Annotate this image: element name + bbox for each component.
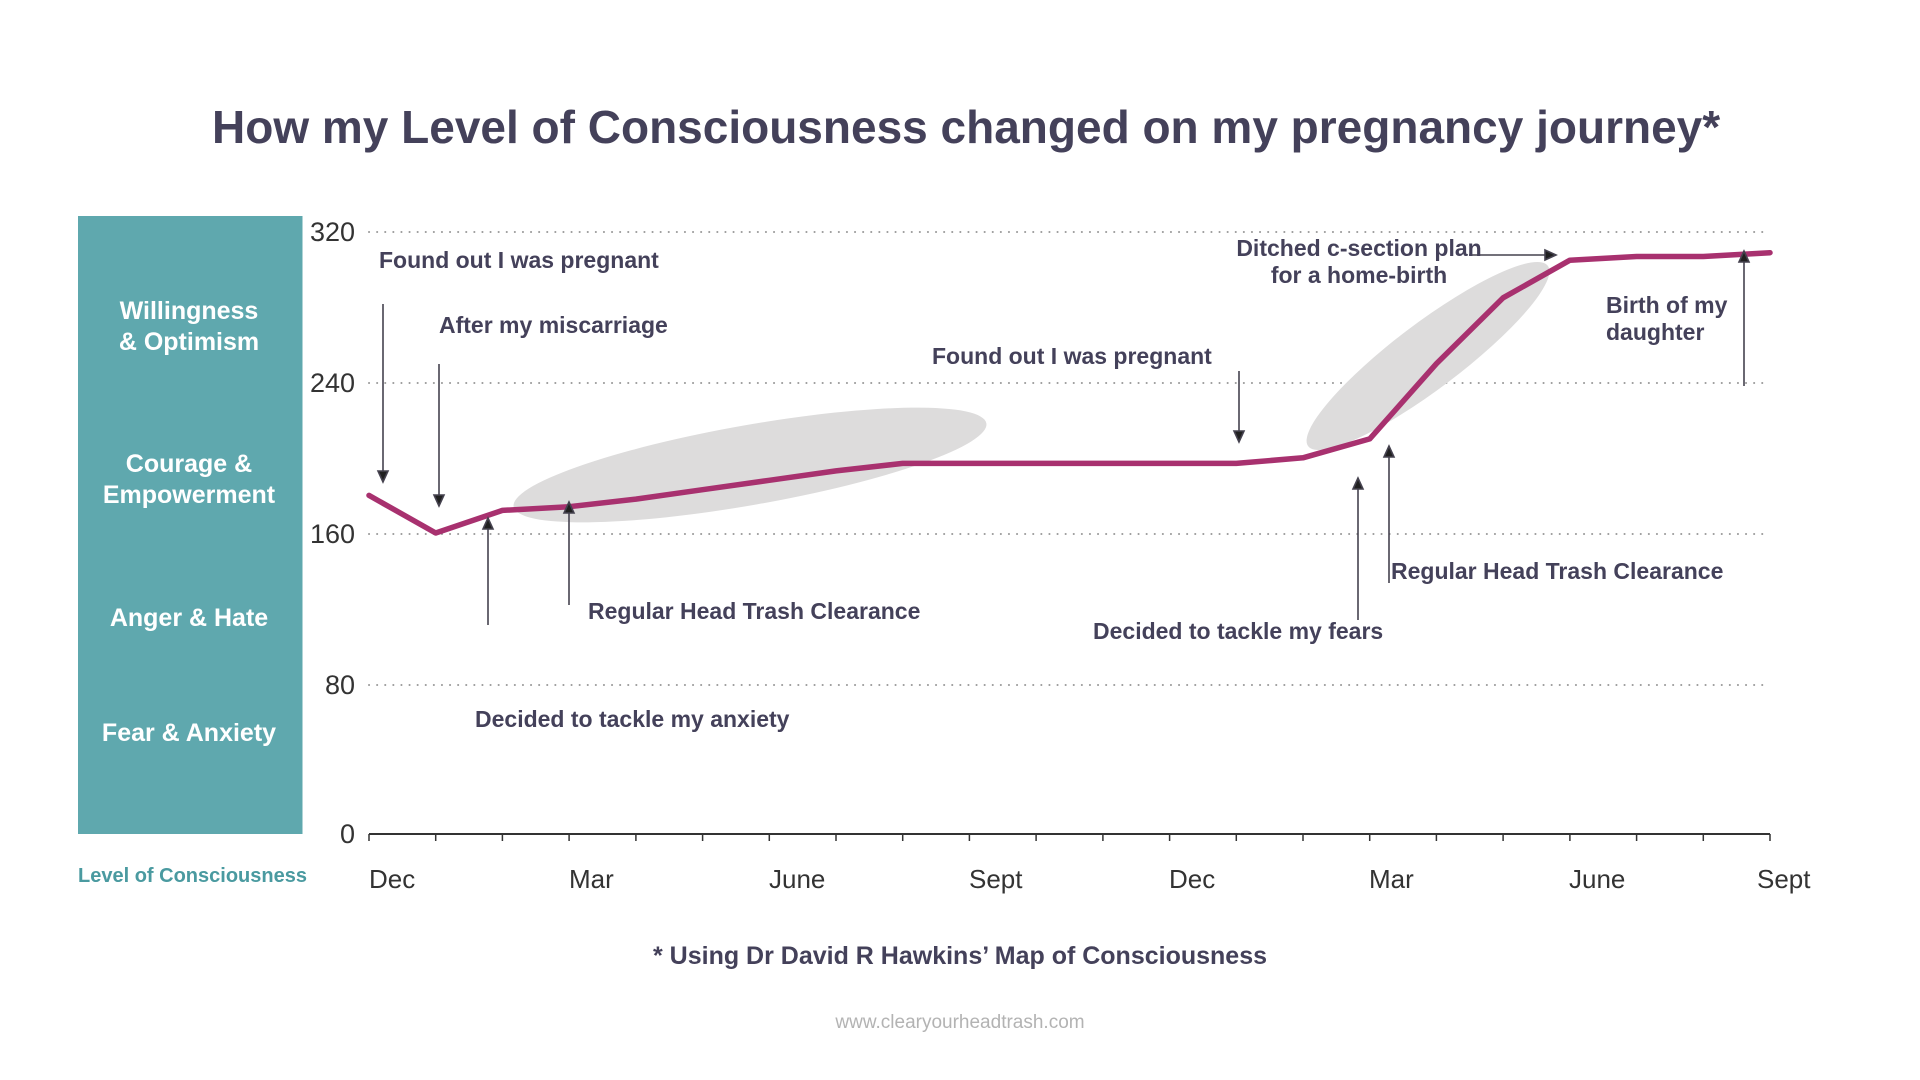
svg-text:Dec: Dec (1169, 864, 1215, 894)
svg-text:Mar: Mar (1369, 864, 1414, 894)
svg-text:160: 160 (310, 519, 355, 549)
svg-text:June: June (769, 864, 825, 894)
svg-text:June: June (1569, 864, 1625, 894)
svg-text:320: 320 (310, 217, 355, 247)
svg-text:Dec: Dec (369, 864, 415, 894)
svg-text:240: 240 (310, 368, 355, 398)
svg-text:Sept: Sept (1757, 864, 1811, 894)
svg-text:Mar: Mar (569, 864, 614, 894)
svg-text:80: 80 (325, 670, 355, 700)
svg-text:0: 0 (340, 819, 355, 849)
svg-text:Sept: Sept (969, 864, 1023, 894)
